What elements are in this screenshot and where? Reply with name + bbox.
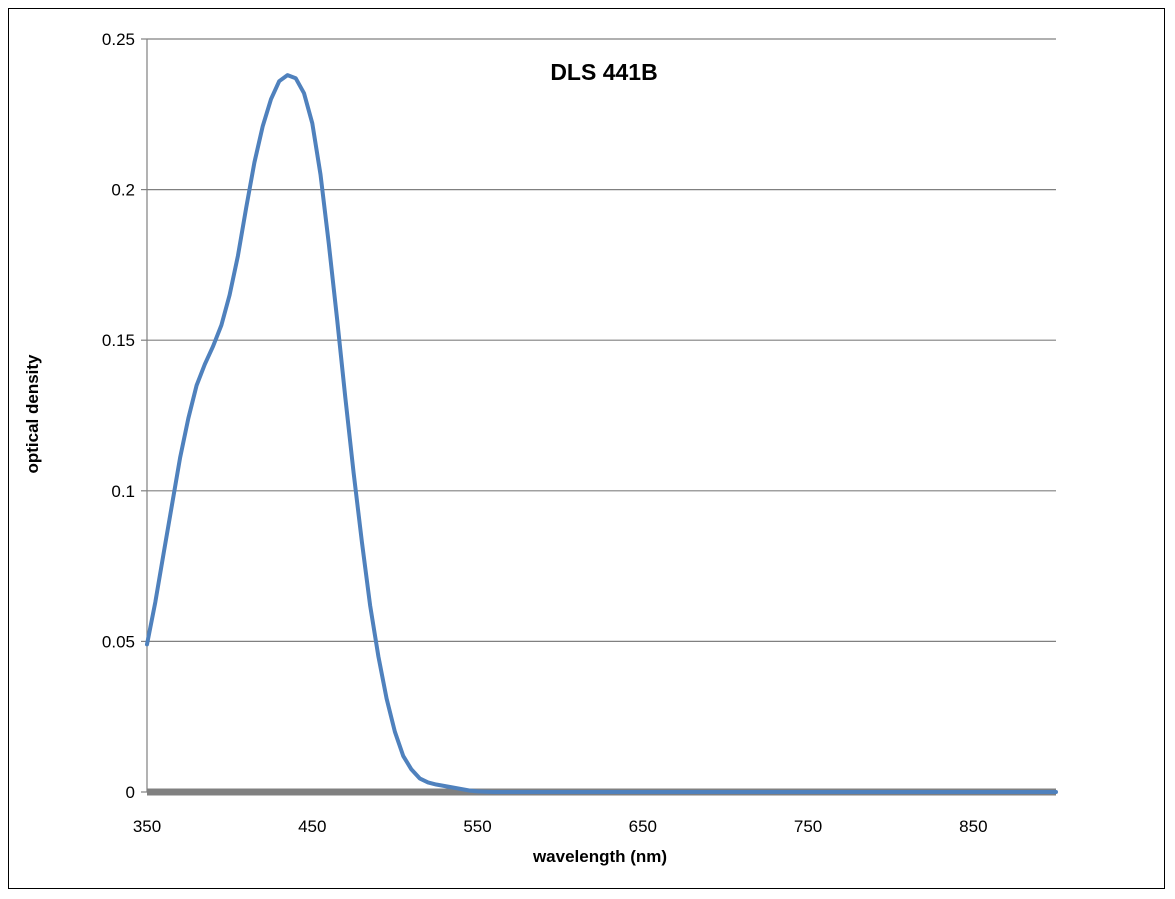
chart-title: DLS 441B: [550, 59, 657, 85]
x-tick-label-5: 850: [959, 817, 987, 836]
tick-labels: 0 0.05 0.1 0.15 0.2 0.25 350 450 550 650 750 850: [102, 30, 988, 836]
y-tick-label-0: 0: [126, 783, 135, 802]
x-tick-label-4: 750: [794, 817, 822, 836]
gridlines: [147, 38, 1056, 643]
y-axis-title: optical density: [23, 354, 42, 474]
y-tick-label-3: 0.15: [102, 331, 135, 350]
x-tick-label-0: 350: [133, 817, 161, 836]
series-line-0: [145, 73, 1058, 794]
y-tick-label-5: 0.25: [102, 30, 135, 49]
y-tick-label-4: 0.2: [111, 181, 135, 200]
x-tick-label-2: 550: [463, 817, 491, 836]
x-tick-label-1: 450: [298, 817, 326, 836]
series-layer: [145, 73, 1058, 794]
y-tick-label-2: 0.1: [111, 482, 135, 501]
chart-frame: [8, 8, 1165, 889]
x-tick-label-3: 650: [629, 817, 657, 836]
x-axis-title: wavelength (nm): [532, 847, 667, 866]
axes: [141, 38, 1056, 796]
y-tick-label-1: 0.05: [102, 632, 135, 651]
